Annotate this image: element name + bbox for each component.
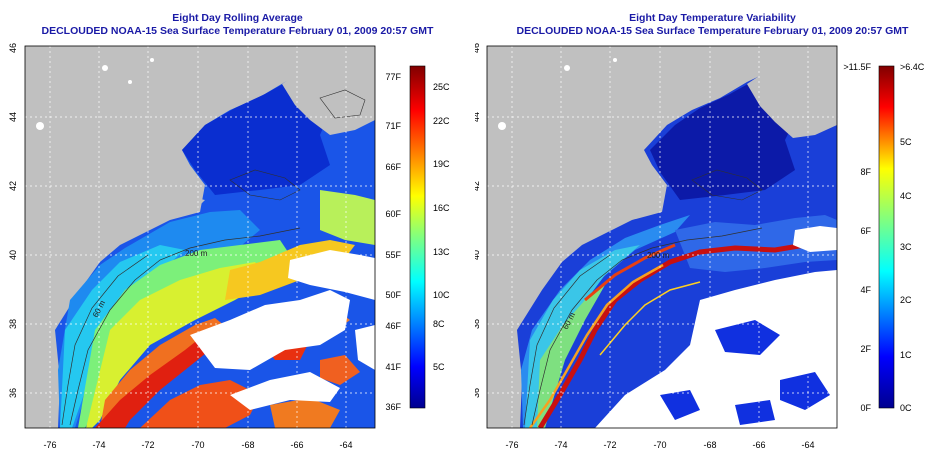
colorbar-label: 16C xyxy=(433,203,450,213)
colorbar-label: 77F xyxy=(385,72,401,82)
colorbar-label: 8F xyxy=(860,167,871,177)
lon-tick-label: -68 xyxy=(241,440,254,450)
map-title: Eight Day Rolling Average xyxy=(172,12,303,24)
contour-label-200m: 200 m xyxy=(647,251,670,260)
colorbar-label: 1C xyxy=(900,350,912,360)
colorbar-label: 71F xyxy=(385,121,401,131)
colorbar-label: 46F xyxy=(385,321,401,331)
colorbar-label: 4F xyxy=(860,285,871,295)
map-area: 200 m 60 m xyxy=(487,46,837,428)
lat-axis: 36 38 40 42 44 46 xyxy=(8,43,18,398)
lon-tick-label: -72 xyxy=(603,440,616,450)
lon-tick-label: -76 xyxy=(505,440,518,450)
colorbar-label: 25C xyxy=(433,82,450,92)
lon-axis: -76 -74 -72 -70 -68 -66 -64 xyxy=(43,440,352,450)
lon-tick-label: -66 xyxy=(290,440,303,450)
map-subtitle: DECLOUDED NOAA-15 Sea Surface Temperatur… xyxy=(516,25,909,37)
colorbar-label: 6F xyxy=(860,226,871,236)
colorbar-label: 2C xyxy=(900,295,912,305)
lat-axis: 36 38 40 42 44 46 xyxy=(475,43,481,398)
colorbar-label: 0F xyxy=(860,403,871,413)
lon-tick-label: -74 xyxy=(92,440,105,450)
colorbar xyxy=(878,65,895,409)
lon-tick-label: -70 xyxy=(191,440,204,450)
colorbar-f-labels: 77F 71F 66F 60F 55F 50F 46F 41F 36F xyxy=(385,72,401,412)
colorbar xyxy=(409,65,426,409)
lon-tick-label: -66 xyxy=(752,440,765,450)
colorbar-c-labels: 25C 22C 19C 16C 13C 10C 8C 5C xyxy=(433,82,450,372)
lat-tick-label: 38 xyxy=(475,319,481,329)
lat-tick-label: 40 xyxy=(8,250,18,260)
colorbar-label: >6.4C xyxy=(900,62,925,72)
lat-tick-label: 36 xyxy=(475,388,481,398)
contour-label-200m: 200 m xyxy=(185,249,208,258)
lat-tick-label: 38 xyxy=(8,319,18,329)
colorbar-label: 5C xyxy=(433,362,445,372)
lat-tick-label: 42 xyxy=(475,181,481,191)
colorbar-label: 60F xyxy=(385,209,401,219)
lon-tick-label: -72 xyxy=(141,440,154,450)
graticule xyxy=(487,46,837,428)
sst-average-panel: Eight Day Rolling Average DECLOUDED NOAA… xyxy=(8,12,450,450)
colorbar-label: 13C xyxy=(433,247,450,257)
lon-tick-label: -64 xyxy=(801,440,814,450)
nova-scotia xyxy=(747,50,837,138)
colorbar-label: 19C xyxy=(433,159,450,169)
lon-tick-label: -76 xyxy=(43,440,56,450)
colorbar-label: 55F xyxy=(385,250,401,260)
colorbar-label: 22C xyxy=(433,116,450,126)
sst-map-figure: 200 m 60 m 36 38 40 42 44 46 -76 -74 -72… xyxy=(8,43,450,450)
lat-tick-label: 46 xyxy=(475,43,481,53)
colorbar-label: 0C xyxy=(900,403,912,413)
lon-axis: -76 -74 -72 -70 -68 -66 -64 xyxy=(505,440,814,450)
lat-tick-label: 44 xyxy=(8,112,18,122)
lat-tick-label: 42 xyxy=(8,181,18,191)
variability-map-figure: 200 m 60 m 36 38 40 42 44 46 -76 -74 -72… xyxy=(475,43,925,450)
lat-tick-label: 40 xyxy=(475,250,481,260)
sst-variability-panel: Eight Day Temperature Variability DECLOU… xyxy=(475,0,950,475)
colorbar-label: 10C xyxy=(433,290,450,300)
colorbar-label: 36F xyxy=(385,402,401,412)
lat-tick-label: 36 xyxy=(8,388,18,398)
map-title: Eight Day Temperature Variability xyxy=(629,12,796,24)
colorbar-label: 3C xyxy=(900,242,912,252)
map-subtitle: DECLOUDED NOAA-15 Sea Surface Temperatur… xyxy=(41,25,434,37)
colorbar-f-labels: >11.5F 8F 6F 4F 2F 0F xyxy=(843,62,871,413)
lat-tick-label: 46 xyxy=(8,43,18,53)
colorbar-label: 4C xyxy=(900,191,912,201)
colorbar-label: >11.5F xyxy=(843,62,871,72)
colorbar-label: 66F xyxy=(385,162,401,172)
lon-tick-label: -68 xyxy=(703,440,716,450)
map-area: 200 m 60 m xyxy=(25,46,375,428)
lon-tick-label: -74 xyxy=(554,440,567,450)
colorbar-label: 50F xyxy=(385,290,401,300)
colorbar-c-labels: >6.4C 5C 4C 3C 2C 1C 0C xyxy=(900,62,925,413)
colorbar-label: 41F xyxy=(385,362,401,372)
lon-tick-label: -64 xyxy=(339,440,352,450)
lon-tick-label: -70 xyxy=(653,440,666,450)
colorbar-label: 2F xyxy=(860,344,871,354)
graticule xyxy=(25,46,375,428)
colorbar-label: 8C xyxy=(433,319,445,329)
nova-scotia xyxy=(282,50,375,135)
colorbar-label: 5C xyxy=(900,137,912,147)
lat-tick-label: 44 xyxy=(475,112,481,122)
